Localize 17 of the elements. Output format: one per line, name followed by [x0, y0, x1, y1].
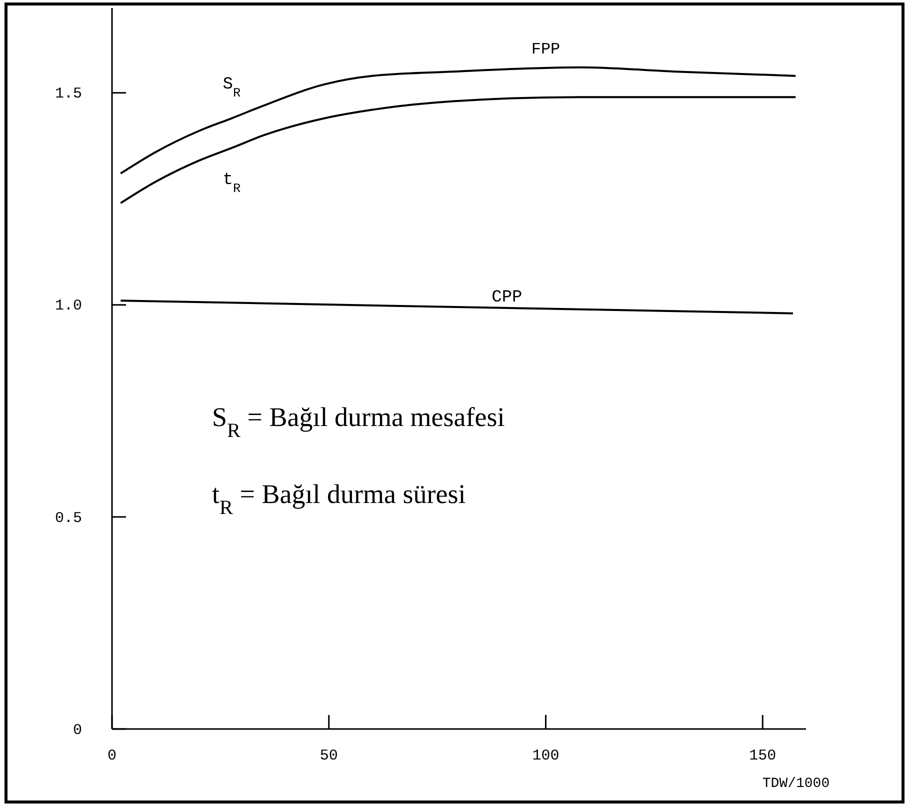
annotation: S$_{R}$ = Bağıl durma mesafesi — [212, 402, 505, 442]
line-series — [120, 96, 797, 204]
y-tick-label: 0.5 — [54, 510, 82, 527]
series-label: S$_{R}$ — [222, 75, 241, 100]
annotation: t$_{R}$ = Bağıl durma süresi — [212, 479, 466, 519]
y-tick-label: 1.5 — [54, 86, 82, 103]
x-tick-label: 0 — [107, 748, 117, 765]
x-tick-label: 50 — [320, 748, 338, 765]
y-tick-label: 1.0 — [54, 298, 82, 315]
x-axis-title: TDW/1000 — [762, 776, 830, 792]
x-tick-label: 150 — [749, 748, 776, 765]
line-series — [120, 66, 797, 174]
annotation: FPP — [531, 40, 560, 58]
x-tick-label: 100 — [532, 748, 560, 765]
series-label: CPP — [492, 288, 522, 308]
series-label: t$_{R}$ — [222, 170, 241, 196]
y-tick-label: 0 — [72, 722, 82, 739]
